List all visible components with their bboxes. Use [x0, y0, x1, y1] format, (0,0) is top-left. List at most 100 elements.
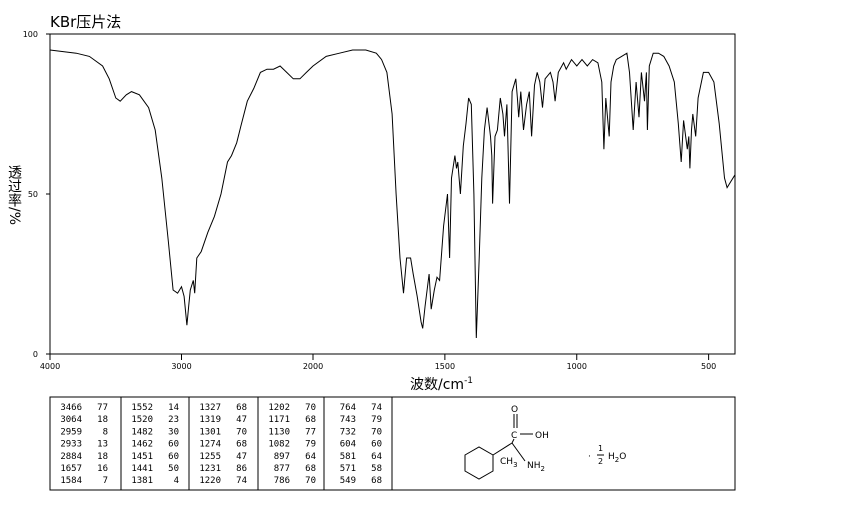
- peak-wavenumber: 2959: [60, 427, 82, 437]
- hydrate-den: 2: [598, 457, 603, 466]
- hydrate-formula: H2O: [608, 452, 626, 464]
- chart-title: KBr压片法: [50, 13, 121, 31]
- x-tick-label: 3000: [171, 362, 191, 371]
- peak-transmittance: 64: [371, 452, 382, 462]
- peak-transmittance: 47: [236, 452, 247, 462]
- x-tick-label: 4000: [40, 362, 60, 371]
- peak-transmittance: 70: [305, 476, 316, 486]
- peak-transmittance: 16: [97, 464, 108, 474]
- peak-transmittance: 70: [305, 403, 316, 413]
- peak-wavenumber: 1451: [131, 452, 153, 462]
- peak-transmittance: 50: [168, 464, 179, 474]
- peak-transmittance: 79: [305, 440, 316, 450]
- ring: [464, 446, 494, 480]
- hydrate-num: 1: [598, 444, 603, 453]
- y-tick-label: 50: [28, 190, 38, 199]
- atom: NH2: [527, 461, 545, 473]
- peak-wavenumber: 732: [340, 427, 356, 437]
- x-axis-label-sup: -1: [464, 376, 473, 386]
- peak-wavenumber: 2933: [60, 440, 82, 450]
- peak-wavenumber: 1482: [131, 427, 153, 437]
- peak-wavenumber: 1327: [199, 403, 221, 413]
- peak-wavenumber: 3064: [60, 415, 82, 425]
- plot-frame: [49, 33, 736, 355]
- peak-transmittance: 58: [371, 464, 382, 474]
- peak-wavenumber: 1231: [199, 464, 221, 474]
- peak-transmittance: 60: [371, 440, 382, 450]
- peak-transmittance: 18: [97, 415, 108, 425]
- atom: CH3: [500, 457, 518, 469]
- x-tick-label: 1000: [567, 362, 587, 371]
- peak-transmittance: 70: [236, 427, 247, 437]
- x-tick-label: 500: [701, 362, 716, 371]
- atom: C: [511, 431, 517, 441]
- peak-wavenumber: 1202: [268, 403, 290, 413]
- peak-transmittance: 86: [236, 464, 247, 474]
- peak-wavenumber: 786: [274, 476, 290, 486]
- atom-sub: 2: [615, 456, 619, 464]
- peak-wavenumber: 1255: [199, 452, 221, 462]
- atom: O: [619, 452, 626, 462]
- bond: [511, 442, 526, 462]
- peak-transmittance: 47: [236, 415, 247, 425]
- peak-wavenumber: 3466: [60, 403, 82, 413]
- atom: H: [608, 452, 615, 462]
- x-axis-label: 波数/cm-1: [410, 376, 473, 393]
- peak-transmittance: 64: [305, 452, 316, 462]
- peak-wavenumber: 1171: [268, 415, 290, 425]
- peak-wavenumber: 1220: [199, 476, 221, 486]
- peak-wavenumber: 1130: [268, 427, 290, 437]
- peak-wavenumber: 897: [274, 452, 290, 462]
- peak-transmittance: 23: [168, 415, 179, 425]
- peak-transmittance: 70: [371, 427, 382, 437]
- peak-transmittance: 77: [97, 403, 108, 413]
- bond: [511, 438, 515, 444]
- x-tick-label: 1500: [435, 362, 455, 371]
- peak-transmittance: 68: [305, 415, 316, 425]
- x-axis-label-text: 波数/cm: [410, 377, 464, 393]
- peak-transmittance: 79: [371, 415, 382, 425]
- atom-sub: 3: [513, 461, 517, 469]
- peak-wavenumber: 571: [340, 464, 356, 474]
- peak-transmittance: 68: [305, 464, 316, 474]
- peak-wavenumber: 877: [274, 464, 290, 474]
- structure: [464, 414, 533, 480]
- y-tick-label: 100: [23, 30, 38, 39]
- y-axis-label: 透过率/%: [6, 165, 22, 225]
- peak-transmittance: 68: [371, 476, 382, 486]
- atom: O: [511, 405, 518, 415]
- peak-wavenumber: 1657: [60, 464, 82, 474]
- peak-transmittance: 4: [174, 476, 179, 486]
- peak-transmittance: 18: [97, 452, 108, 462]
- x-tick-label: 2000: [303, 362, 323, 371]
- peak-wavenumber: 1584: [60, 476, 82, 486]
- y-tick-label: 0: [33, 350, 38, 359]
- peak-wavenumber: 604: [340, 440, 356, 450]
- bond: [492, 442, 513, 456]
- peak-transmittance: 68: [236, 403, 247, 413]
- peak-wavenumber: 581: [340, 452, 356, 462]
- peak-wavenumber: 1082: [268, 440, 290, 450]
- spectrum: [49, 49, 736, 339]
- peak-wavenumber: 1552: [131, 403, 153, 413]
- peak-transmittance: 30: [168, 427, 179, 437]
- peak-wavenumber: 743: [340, 415, 356, 425]
- structure-labels: O C OH CH3 NH2 · 1 2 H2O: [500, 405, 626, 473]
- peak-wavenumber: 2884: [60, 452, 82, 462]
- hydrate-dot: ·: [588, 452, 591, 462]
- peak-wavenumber: 549: [340, 476, 356, 486]
- peak-transmittance: 14: [168, 403, 179, 413]
- peak-transmittance: 60: [168, 440, 179, 450]
- peak-transmittance: 60: [168, 452, 179, 462]
- peak-transmittance: 77: [305, 427, 316, 437]
- peak-transmittance: 7: [103, 476, 108, 486]
- atom: CH: [500, 457, 513, 467]
- peak-wavenumber: 1319: [199, 415, 221, 425]
- peak-transmittance: 68: [236, 440, 247, 450]
- peak-transmittance: 8: [103, 427, 108, 437]
- peak-transmittance: 74: [236, 476, 247, 486]
- atom: OH: [535, 431, 549, 441]
- peak-wavenumber: 764: [340, 403, 356, 413]
